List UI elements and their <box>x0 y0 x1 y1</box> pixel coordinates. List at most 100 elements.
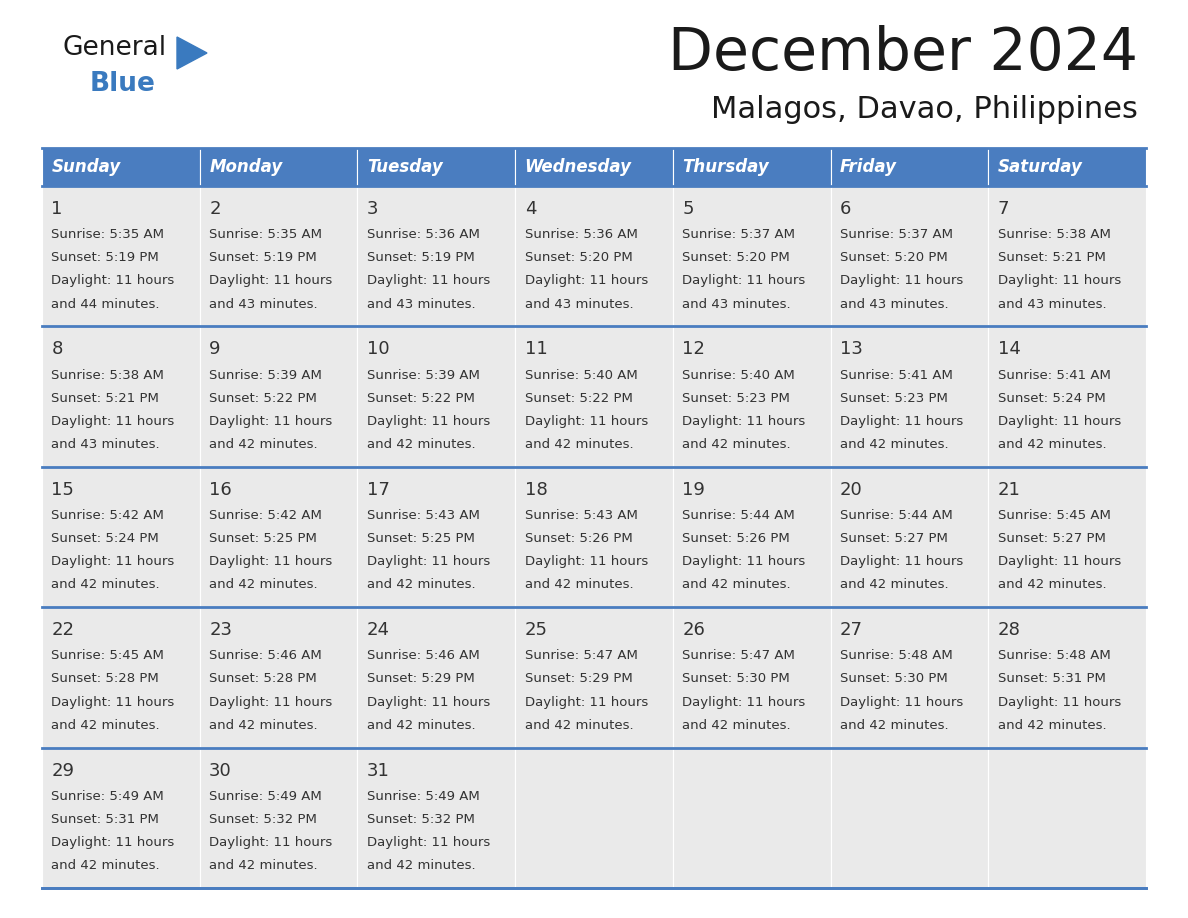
Bar <box>516 607 672 747</box>
Text: and 42 minutes.: and 42 minutes. <box>840 578 949 591</box>
Text: Sunrise: 5:37 AM: Sunrise: 5:37 AM <box>840 228 953 241</box>
Text: Sunrise: 5:39 AM: Sunrise: 5:39 AM <box>209 368 322 382</box>
Text: Daylight: 11 hours: Daylight: 11 hours <box>525 415 647 428</box>
Text: and 42 minutes.: and 42 minutes. <box>209 859 318 872</box>
Text: 31: 31 <box>367 762 390 779</box>
Text: Sunset: 5:22 PM: Sunset: 5:22 PM <box>209 392 317 405</box>
Text: 9: 9 <box>209 341 221 358</box>
Bar <box>358 327 516 466</box>
Bar <box>200 148 358 186</box>
Text: Saturday: Saturday <box>998 158 1082 176</box>
Text: 28: 28 <box>998 621 1020 639</box>
Bar <box>200 607 358 747</box>
Text: 8: 8 <box>51 341 63 358</box>
Text: Sunset: 5:21 PM: Sunset: 5:21 PM <box>998 252 1106 264</box>
Text: Daylight: 11 hours: Daylight: 11 hours <box>525 274 647 287</box>
Text: Thursday: Thursday <box>682 158 769 176</box>
Text: 19: 19 <box>682 481 706 498</box>
Text: 22: 22 <box>51 621 75 639</box>
Bar <box>200 466 358 607</box>
Bar <box>988 747 1146 888</box>
Bar <box>200 327 358 466</box>
Text: Sunset: 5:32 PM: Sunset: 5:32 PM <box>367 812 475 826</box>
Text: Daylight: 11 hours: Daylight: 11 hours <box>998 555 1121 568</box>
Bar <box>358 466 516 607</box>
Text: Sunset: 5:26 PM: Sunset: 5:26 PM <box>682 532 790 545</box>
Bar <box>42 466 200 607</box>
Bar <box>200 747 358 888</box>
Text: Sunset: 5:20 PM: Sunset: 5:20 PM <box>840 252 948 264</box>
Text: Sunset: 5:20 PM: Sunset: 5:20 PM <box>682 252 790 264</box>
Text: 29: 29 <box>51 762 75 779</box>
Text: Wednesday: Wednesday <box>525 158 632 176</box>
Text: Daylight: 11 hours: Daylight: 11 hours <box>51 415 175 428</box>
Text: Sunrise: 5:48 AM: Sunrise: 5:48 AM <box>840 649 953 662</box>
Text: General: General <box>62 35 166 61</box>
Text: Sunrise: 5:44 AM: Sunrise: 5:44 AM <box>682 509 795 522</box>
Text: Sunset: 5:29 PM: Sunset: 5:29 PM <box>367 673 475 686</box>
Bar <box>672 186 830 327</box>
Text: Daylight: 11 hours: Daylight: 11 hours <box>367 415 491 428</box>
Text: and 43 minutes.: and 43 minutes. <box>998 297 1106 310</box>
Text: Sunrise: 5:46 AM: Sunrise: 5:46 AM <box>367 649 480 662</box>
Text: Daylight: 11 hours: Daylight: 11 hours <box>682 555 805 568</box>
Text: Sunset: 5:19 PM: Sunset: 5:19 PM <box>367 252 475 264</box>
Text: Sunrise: 5:40 AM: Sunrise: 5:40 AM <box>682 368 795 382</box>
Text: Sunrise: 5:40 AM: Sunrise: 5:40 AM <box>525 368 637 382</box>
Bar <box>516 466 672 607</box>
Text: 3: 3 <box>367 200 379 218</box>
Bar <box>672 148 830 186</box>
Bar <box>358 607 516 747</box>
Text: Sunset: 5:27 PM: Sunset: 5:27 PM <box>840 532 948 545</box>
Text: 24: 24 <box>367 621 390 639</box>
Text: Daylight: 11 hours: Daylight: 11 hours <box>840 696 963 709</box>
Text: Sunrise: 5:36 AM: Sunrise: 5:36 AM <box>367 228 480 241</box>
Text: 17: 17 <box>367 481 390 498</box>
Text: Sunset: 5:22 PM: Sunset: 5:22 PM <box>525 392 632 405</box>
Polygon shape <box>177 37 207 69</box>
Text: Sunrise: 5:42 AM: Sunrise: 5:42 AM <box>209 509 322 522</box>
Bar <box>358 186 516 327</box>
Text: 2: 2 <box>209 200 221 218</box>
Text: Daylight: 11 hours: Daylight: 11 hours <box>682 274 805 287</box>
Bar <box>358 148 516 186</box>
Text: 16: 16 <box>209 481 232 498</box>
Text: Sunset: 5:20 PM: Sunset: 5:20 PM <box>525 252 632 264</box>
Text: 4: 4 <box>525 200 536 218</box>
Text: Daylight: 11 hours: Daylight: 11 hours <box>998 415 1121 428</box>
Text: and 42 minutes.: and 42 minutes. <box>367 578 475 591</box>
Text: Sunset: 5:22 PM: Sunset: 5:22 PM <box>367 392 475 405</box>
Text: and 42 minutes.: and 42 minutes. <box>367 438 475 451</box>
Text: and 42 minutes.: and 42 minutes. <box>51 719 160 732</box>
Text: Daylight: 11 hours: Daylight: 11 hours <box>840 555 963 568</box>
Text: Sunset: 5:19 PM: Sunset: 5:19 PM <box>209 252 317 264</box>
Text: Daylight: 11 hours: Daylight: 11 hours <box>682 696 805 709</box>
Text: Sunrise: 5:35 AM: Sunrise: 5:35 AM <box>51 228 164 241</box>
Text: Sunrise: 5:49 AM: Sunrise: 5:49 AM <box>51 789 164 802</box>
Text: Daylight: 11 hours: Daylight: 11 hours <box>209 415 333 428</box>
Text: 13: 13 <box>840 341 862 358</box>
Text: 27: 27 <box>840 621 862 639</box>
Text: 23: 23 <box>209 621 232 639</box>
Text: Sunset: 5:23 PM: Sunset: 5:23 PM <box>682 392 790 405</box>
Text: Daylight: 11 hours: Daylight: 11 hours <box>998 274 1121 287</box>
Bar <box>516 186 672 327</box>
Text: 12: 12 <box>682 341 706 358</box>
Text: 5: 5 <box>682 200 694 218</box>
Bar <box>42 607 200 747</box>
Text: 11: 11 <box>525 341 548 358</box>
Text: Sunday: Sunday <box>51 158 121 176</box>
Text: and 42 minutes.: and 42 minutes. <box>998 438 1106 451</box>
Text: Sunrise: 5:49 AM: Sunrise: 5:49 AM <box>367 789 480 802</box>
Text: and 42 minutes.: and 42 minutes. <box>998 719 1106 732</box>
Text: and 42 minutes.: and 42 minutes. <box>682 719 791 732</box>
Text: Sunset: 5:23 PM: Sunset: 5:23 PM <box>840 392 948 405</box>
Bar <box>42 327 200 466</box>
Text: and 42 minutes.: and 42 minutes. <box>209 438 318 451</box>
Text: and 42 minutes.: and 42 minutes. <box>998 578 1106 591</box>
Text: 1: 1 <box>51 200 63 218</box>
Text: Sunset: 5:28 PM: Sunset: 5:28 PM <box>209 673 317 686</box>
Text: and 42 minutes.: and 42 minutes. <box>682 578 791 591</box>
Text: and 44 minutes.: and 44 minutes. <box>51 297 160 310</box>
Text: Sunrise: 5:44 AM: Sunrise: 5:44 AM <box>840 509 953 522</box>
